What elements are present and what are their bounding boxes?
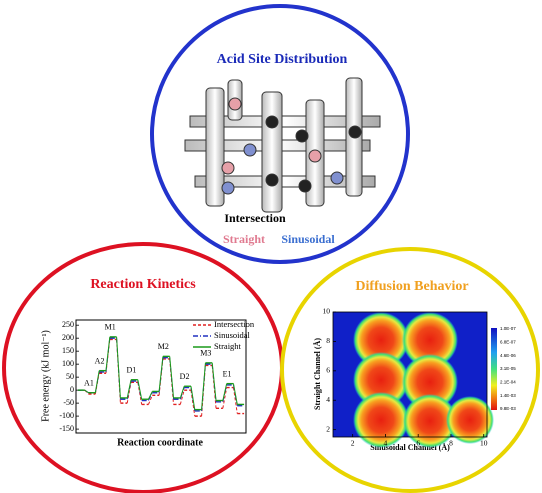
connector xyxy=(106,337,110,371)
x-tick-label: 2 xyxy=(351,439,355,448)
y-tick-label: -150 xyxy=(59,424,74,433)
x-tick-label: 10 xyxy=(480,439,488,448)
intersection-label: Intersection xyxy=(224,211,286,225)
y-axis-label: Free energy (kJ mol⁻¹) xyxy=(40,330,51,422)
legend-label: Straight xyxy=(214,341,242,351)
blob xyxy=(353,392,409,448)
heatmap-y-label: Straight Channel (Å) xyxy=(313,338,322,410)
state-label: A2 xyxy=(95,356,105,365)
acid-title: Acid Site Distribution xyxy=(217,52,348,67)
connector xyxy=(138,380,142,399)
sinusoidal-label: Sinusoidal xyxy=(281,232,335,246)
pipe xyxy=(206,88,224,206)
state-label: M3 xyxy=(200,349,211,358)
y-tick-label: 100 xyxy=(62,359,74,368)
diffusion-title: Diffusion Behavior xyxy=(355,279,468,294)
legend-label: Intersection xyxy=(214,319,255,329)
straight-site xyxy=(229,98,241,110)
colorbar-label: 2.1E-04 xyxy=(500,380,516,385)
y-tick-label: 150 xyxy=(62,346,74,355)
colorbar-label: 9.8E-03 xyxy=(500,406,516,411)
connector xyxy=(117,337,121,398)
state-label: M1 xyxy=(105,323,116,332)
state-label: A1 xyxy=(84,379,94,388)
y-tick-label: 6 xyxy=(326,366,330,375)
connector xyxy=(212,363,216,401)
connector xyxy=(170,356,174,398)
x-tick-label: 8 xyxy=(449,439,453,448)
x-tick-label: 4 xyxy=(384,439,388,448)
intersection-site xyxy=(296,130,308,142)
legend-label: Sinusoidal xyxy=(214,330,251,340)
state-label: E1 xyxy=(223,369,232,378)
y-tick-label: 200 xyxy=(62,333,74,342)
connector xyxy=(202,363,206,410)
connector xyxy=(159,356,163,391)
state-label: M2 xyxy=(158,342,169,351)
y-tick-label: 0 xyxy=(70,385,74,394)
y-tick-label: 8 xyxy=(326,336,330,345)
y-tick-label: 250 xyxy=(62,320,74,329)
x-tick-label: 6 xyxy=(416,439,420,448)
colorbar-label: 1.0E-07 xyxy=(500,326,516,331)
colorbar-label: 1.4E-03 xyxy=(500,393,516,398)
sinusoidal-site xyxy=(222,182,234,194)
y-tick-label: -100 xyxy=(59,411,74,420)
intersection-site xyxy=(266,116,278,128)
colorbar-label: 6.8E-07 xyxy=(500,340,516,345)
colorbar xyxy=(491,328,497,410)
sinusoidal-site xyxy=(244,144,256,156)
y-tick-label: 10 xyxy=(323,307,331,316)
x-axis-label: Reaction coordinate xyxy=(117,437,203,448)
connector xyxy=(148,391,152,399)
figure: Acid Site Distribution Intersection Stra… xyxy=(0,0,542,493)
intersection-site xyxy=(299,180,311,192)
straight-site xyxy=(222,162,234,174)
intersection-site xyxy=(266,174,278,186)
y-tick-label: -50 xyxy=(63,398,74,407)
y-tick-label: 2 xyxy=(326,424,330,433)
straight-label: Straight xyxy=(223,232,265,246)
straight-site xyxy=(309,150,321,162)
sinusoidal-site xyxy=(331,172,343,184)
state-label: D2 xyxy=(180,372,190,381)
pipe xyxy=(262,92,282,212)
connector xyxy=(95,371,99,393)
zeolite-sketch xyxy=(185,78,380,212)
colorbar-label: 4.6E-06 xyxy=(500,353,516,358)
colorbar-label: 3.1E-05 xyxy=(500,366,516,371)
y-tick-label: 50 xyxy=(66,372,74,381)
y-tick-label: 4 xyxy=(326,395,330,404)
kinetics-title: Reaction Kinetics xyxy=(90,277,196,292)
intersection-site xyxy=(349,126,361,138)
state-label: D1 xyxy=(127,366,137,375)
connector xyxy=(127,380,131,398)
